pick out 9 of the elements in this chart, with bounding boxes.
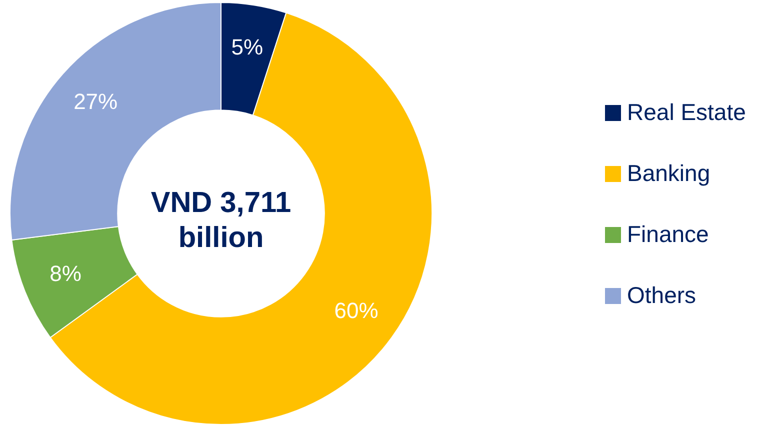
legend-label: Real Estate bbox=[627, 99, 746, 126]
legend-label: Finance bbox=[627, 221, 709, 248]
text: VND 3,711 billion bbox=[150, 186, 292, 256]
data-label: 5% bbox=[231, 34, 264, 60]
data-label: 27% bbox=[74, 88, 118, 114]
legend-label: Others bbox=[627, 282, 696, 309]
legend-label: Banking bbox=[627, 160, 710, 187]
data-label: 8% bbox=[50, 261, 82, 286]
data-label: 60% bbox=[334, 298, 378, 323]
